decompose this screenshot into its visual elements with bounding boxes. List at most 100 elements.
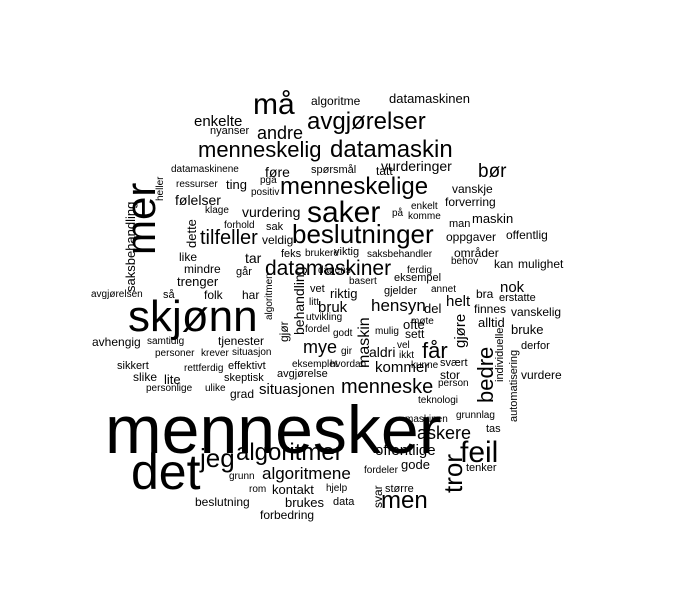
word: andre — [257, 123, 304, 143]
word: vel — [397, 340, 410, 351]
word: brukere — [305, 248, 339, 259]
word: saker — [307, 196, 381, 229]
word: komme — [408, 211, 441, 222]
word: tenker — [466, 462, 497, 474]
word: positiv — [251, 187, 280, 198]
word: på — [392, 208, 404, 219]
word: saksbehandler — [367, 249, 433, 260]
word: automatisering — [508, 349, 520, 422]
word: spørsmål — [311, 164, 357, 176]
word: nok — [500, 279, 525, 296]
word: avhengig — [92, 335, 141, 349]
word: må — [253, 88, 295, 121]
word: grunnlag — [456, 410, 495, 421]
word: bruke — [511, 322, 544, 337]
word: like — [179, 250, 198, 264]
word: rom — [249, 484, 267, 495]
word: men — [381, 487, 428, 514]
word: aldri — [369, 344, 396, 360]
word: rettferdig — [184, 363, 224, 374]
word: vurdere — [521, 368, 562, 382]
word: askere — [417, 423, 472, 443]
word: stor — [440, 368, 461, 382]
word: gjøre — [452, 313, 469, 348]
word: veldig — [262, 233, 294, 247]
word: oppgaver — [446, 230, 497, 244]
word: sak — [266, 221, 284, 233]
word: fordel — [305, 324, 331, 335]
word: større — [385, 483, 414, 495]
word: datamaskiner — [265, 257, 392, 280]
word: data — [333, 496, 355, 508]
word: brukes — [285, 495, 325, 510]
word: man — [449, 218, 471, 230]
word: menneske — [341, 376, 434, 398]
word: skjønn — [128, 292, 258, 341]
word: slike — [133, 370, 158, 384]
word: algoritme — [311, 94, 361, 108]
word: feil — [460, 436, 499, 469]
word: algoritmene — [262, 464, 351, 483]
word: datamaskinen — [389, 91, 470, 106]
word: hensyn — [371, 296, 426, 315]
word: effektivt — [228, 360, 266, 372]
word: behov — [451, 256, 479, 267]
word: nyanser — [210, 125, 250, 137]
word: bruk — [318, 299, 348, 316]
word: folk — [204, 288, 223, 302]
word: samtidig — [147, 336, 185, 347]
word: eksempel — [394, 272, 442, 284]
word: jeg — [200, 443, 235, 473]
word: lite — [164, 372, 181, 387]
word: beslutninger — [292, 219, 434, 249]
word: vanskje — [452, 182, 493, 196]
word: menneskelige — [280, 173, 429, 200]
word: tilfeller — [200, 227, 258, 249]
word: avgjørelsen — [91, 289, 143, 300]
word: kontakt — [272, 482, 314, 497]
word: feks — [281, 248, 302, 260]
word: kunne — [411, 360, 439, 371]
word: gjør — [277, 321, 291, 342]
word: eksemplet — [292, 359, 338, 370]
word: viktig — [334, 246, 360, 258]
word: maskinen — [405, 414, 448, 425]
word: pga — [260, 175, 277, 186]
word: ikkt — [399, 350, 414, 361]
word: grad — [230, 387, 255, 401]
word: hjelp — [326, 483, 348, 494]
word: går — [236, 266, 252, 278]
word: person — [438, 378, 469, 389]
word: situasjon — [232, 347, 272, 358]
word: det — [131, 444, 201, 500]
word: ulike — [205, 383, 226, 394]
word: avgjørelser — [307, 108, 426, 135]
word: ting — [226, 177, 247, 192]
word: vanskelig — [511, 305, 562, 319]
word: svært — [440, 357, 468, 369]
word: utvikling — [306, 312, 343, 323]
word: enkelt — [411, 201, 438, 212]
word: forverring — [445, 195, 496, 209]
word: tatt — [376, 164, 393, 178]
word: basert — [349, 276, 377, 287]
word: mulighet — [518, 257, 564, 271]
word: føre — [265, 164, 290, 180]
word: del — [424, 301, 442, 316]
word: kan — [494, 257, 514, 271]
word: møte — [411, 316, 434, 327]
word: sett — [405, 327, 425, 341]
word: datamaskinene — [171, 164, 239, 175]
word: godt — [333, 328, 353, 339]
word: dagens — [318, 265, 351, 276]
word: behandling — [291, 266, 307, 335]
word: litt — [309, 297, 319, 308]
word: datamaskin — [330, 136, 453, 163]
word: tjenester — [218, 334, 265, 348]
word: klage — [205, 205, 229, 216]
word: tar — [245, 250, 262, 266]
word: riktig — [330, 286, 358, 301]
word: hvordan — [330, 359, 367, 370]
word: mye — [303, 337, 338, 357]
